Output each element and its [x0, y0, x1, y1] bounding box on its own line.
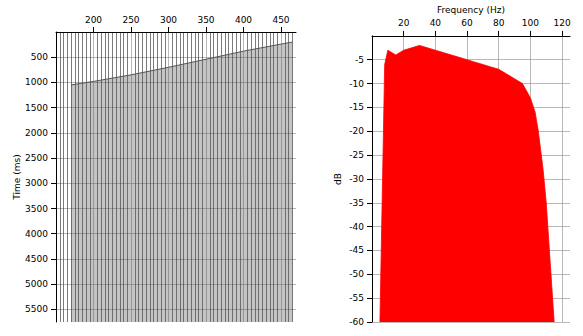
svg-text:80: 80: [493, 18, 505, 28]
svg-text:4000: 4000: [25, 229, 48, 239]
svg-text:1000: 1000: [25, 77, 48, 87]
svg-text:-15: -15: [349, 102, 364, 112]
svg-text:4500: 4500: [25, 254, 48, 264]
svg-text:40: 40: [430, 18, 442, 28]
svg-text:2500: 2500: [25, 153, 48, 163]
svg-text:350: 350: [197, 15, 214, 25]
svg-text:3000: 3000: [25, 178, 48, 188]
svg-text:200: 200: [85, 15, 102, 25]
svg-text:dB: dB: [333, 173, 343, 185]
svg-text:450: 450: [272, 15, 289, 25]
svg-text:300: 300: [160, 15, 177, 25]
svg-text:20: 20: [398, 18, 410, 28]
svg-text:-35: -35: [349, 198, 364, 208]
svg-text:60: 60: [461, 18, 473, 28]
svg-text:100: 100: [522, 18, 539, 28]
svg-text:-40: -40: [349, 222, 364, 232]
svg-text:-55: -55: [349, 293, 364, 303]
svg-text:120: 120: [553, 18, 570, 28]
svg-text:3500: 3500: [25, 204, 48, 214]
svg-text:-5: -5: [355, 55, 364, 65]
svg-text:-45: -45: [349, 245, 364, 255]
svg-text:Time (ms): Time (ms): [12, 154, 22, 200]
svg-text:500: 500: [31, 52, 48, 62]
svg-text:400: 400: [235, 15, 252, 25]
svg-text:-60: -60: [349, 317, 364, 327]
svg-text:-50: -50: [349, 269, 364, 279]
svg-text:-20: -20: [349, 126, 364, 136]
svg-text:5500: 5500: [25, 304, 48, 314]
svg-text:-10: -10: [349, 79, 364, 89]
svg-text:-25: -25: [349, 150, 364, 160]
svg-text:-30: -30: [349, 174, 364, 184]
svg-text:2000: 2000: [25, 128, 48, 138]
svg-text:5000: 5000: [25, 279, 48, 289]
svg-text:Frequency (Hz): Frequency (Hz): [437, 5, 505, 15]
svg-text:250: 250: [122, 15, 139, 25]
svg-text:1500: 1500: [25, 103, 48, 113]
